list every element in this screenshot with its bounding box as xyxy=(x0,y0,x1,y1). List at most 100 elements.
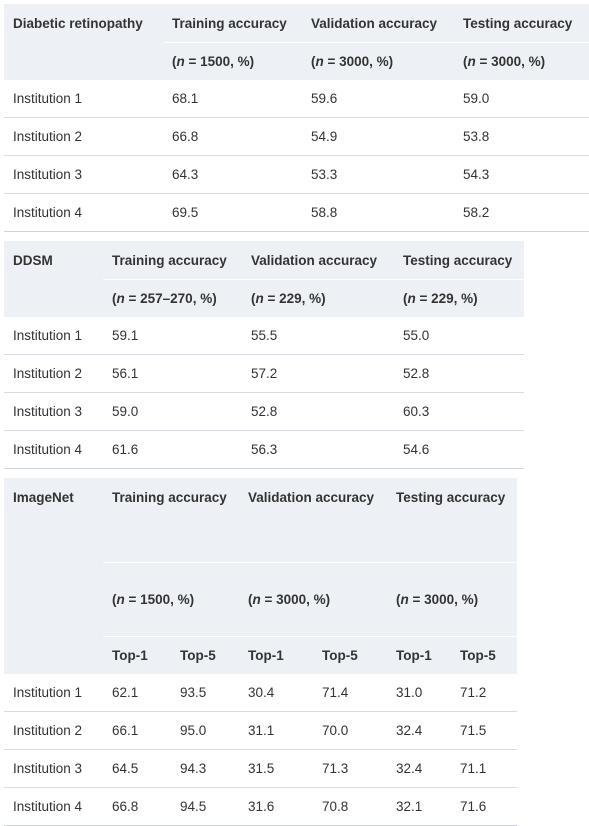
table-cell: 53.8 xyxy=(463,129,490,144)
column-subheader: (n = 229, %) xyxy=(394,279,524,317)
header-row: Diabetic retinopathy Training accuracy V… xyxy=(4,4,589,43)
header-row: DDSM Training accuracy Validation accura… xyxy=(4,241,524,280)
empty-cell xyxy=(4,636,103,674)
column-subheader: (n = 3000, %) xyxy=(387,562,517,637)
table-row: Institution 3 64.5 94.3 31.5 71.3 32.4 7… xyxy=(4,750,517,788)
column-header: Testing accuracy xyxy=(387,478,517,563)
table-cell: 31.0 xyxy=(396,685,423,700)
column-header: Testing accuracy xyxy=(394,241,524,280)
imagenet-table: ImageNet Training accuracy Validation ac… xyxy=(4,478,517,826)
table-cell: 56.1 xyxy=(112,366,139,381)
table-cell: 94.3 xyxy=(180,761,207,776)
topk-header: Top-1 xyxy=(239,636,313,674)
table-cell: 62.1 xyxy=(112,685,139,700)
table-cell: 59.0 xyxy=(112,404,139,419)
column-header: Validation accuracy xyxy=(302,4,454,43)
row-label: Institution 2 xyxy=(13,723,83,738)
table-cell: 59.0 xyxy=(463,91,490,106)
table-row: Institution 2 66.8 54.9 53.8 xyxy=(4,118,589,156)
column-subheader: (n = 1500, %) xyxy=(163,42,302,80)
table-cell: 66.8 xyxy=(112,799,139,814)
table-cell: 68.1 xyxy=(172,91,199,106)
table-cell: 93.5 xyxy=(180,685,207,700)
table-cell: 59.6 xyxy=(311,91,338,106)
table-cell: 71.5 xyxy=(460,723,487,738)
table-cell: 54.6 xyxy=(403,442,430,457)
empty-cell xyxy=(4,279,103,317)
table-cell: 58.2 xyxy=(463,205,490,220)
subheader-row: (n = 1500, %) (n = 3000, %) (n = 3000, %… xyxy=(4,562,517,637)
table-cell: 70.8 xyxy=(322,799,349,814)
row-label: Institution 3 xyxy=(13,167,83,182)
table-cell: 32.4 xyxy=(396,723,423,738)
table-cell: 55.0 xyxy=(403,328,430,343)
row-label: Institution 2 xyxy=(13,366,83,381)
header-row: ImageNet Training accuracy Validation ac… xyxy=(4,478,517,563)
table-cell: 64.5 xyxy=(112,761,139,776)
table-cell: 71.6 xyxy=(460,799,487,814)
table-cell: 70.0 xyxy=(322,723,349,738)
column-subheader: (n = 3000, %) xyxy=(302,42,454,80)
column-subheader: (n = 1500, %) xyxy=(103,562,239,637)
table-cell: 95.0 xyxy=(180,723,207,738)
table-cell: 71.2 xyxy=(460,685,487,700)
table-cell: 31.5 xyxy=(248,761,275,776)
diabetic-retinopathy-table: Diabetic retinopathy Training accuracy V… xyxy=(4,4,589,232)
table-cell: 56.3 xyxy=(251,442,278,457)
table-cell: 59.1 xyxy=(112,328,139,343)
table-row: Institution 3 64.3 53.3 54.3 xyxy=(4,156,589,194)
table-row: Institution 4 66.8 94.5 31.6 70.8 32.1 7… xyxy=(4,788,517,826)
table-cell: 54.3 xyxy=(463,167,490,182)
empty-cell xyxy=(4,562,103,637)
column-header: Validation accuracy xyxy=(239,478,387,563)
column-header: Training accuracy xyxy=(103,241,242,280)
topk-header: Top-1 xyxy=(103,636,171,674)
topk-header: Top-5 xyxy=(313,636,387,674)
row-label: Institution 1 xyxy=(13,91,83,106)
topk-header: Top-5 xyxy=(171,636,239,674)
column-header: Testing accuracy xyxy=(454,4,589,43)
dataset-label: DDSM xyxy=(4,241,103,280)
table-cell: 94.5 xyxy=(180,799,207,814)
table-row: Institution 3 59.0 52.8 60.3 xyxy=(4,393,524,431)
table-cell: 71.1 xyxy=(460,761,487,776)
column-subheader: (n = 229, %) xyxy=(242,279,394,317)
subheader-row: (n = 257–270, %) (n = 229, %) (n = 229, … xyxy=(4,279,524,317)
table-cell: 57.2 xyxy=(251,366,278,381)
column-header: Validation accuracy xyxy=(242,241,394,280)
ddsm-table: DDSM Training accuracy Validation accura… xyxy=(4,241,524,469)
row-label: Institution 3 xyxy=(13,404,83,419)
topk-header-row: Top-1 Top-5 Top-1 Top-5 Top-1 Top-5 xyxy=(4,636,517,674)
column-subheader: (n = 3000, %) xyxy=(454,42,589,80)
table-cell: 52.8 xyxy=(251,404,278,419)
row-label: Institution 1 xyxy=(13,328,83,343)
row-label: Institution 4 xyxy=(13,799,83,814)
table-cell: 55.5 xyxy=(251,328,278,343)
table-row: Institution 2 66.1 95.0 31.1 70.0 32.4 7… xyxy=(4,712,517,750)
row-label: Institution 2 xyxy=(13,129,83,144)
table-cell: 54.9 xyxy=(311,129,338,144)
row-label: Institution 4 xyxy=(13,205,83,220)
table-cell: 66.1 xyxy=(112,723,139,738)
topk-header: Top-5 xyxy=(451,636,517,674)
table-row: Institution 2 56.1 57.2 52.8 xyxy=(4,355,524,393)
table-cell: 31.6 xyxy=(248,799,275,814)
column-subheader: (n = 257–270, %) xyxy=(103,279,242,317)
table-cell: 52.8 xyxy=(403,366,430,381)
table-cell: 64.3 xyxy=(172,167,199,182)
table-cell: 71.3 xyxy=(322,761,349,776)
table-cell: 69.5 xyxy=(172,205,199,220)
table-row: Institution 1 62.1 93.5 30.4 71.4 31.0 7… xyxy=(4,674,517,712)
table-cell: 32.4 xyxy=(396,761,423,776)
row-label: Institution 4 xyxy=(13,442,83,457)
topk-header: Top-1 xyxy=(387,636,451,674)
table-cell: 30.4 xyxy=(248,685,275,700)
table-cell: 32.1 xyxy=(396,799,423,814)
table-cell: 60.3 xyxy=(403,404,430,419)
row-label: Institution 3 xyxy=(13,761,83,776)
table-cell: 61.6 xyxy=(112,442,139,457)
column-header: Training accuracy xyxy=(103,478,239,563)
table-cell: 66.8 xyxy=(172,129,199,144)
dataset-label: ImageNet xyxy=(4,478,103,563)
table-cell: 31.1 xyxy=(248,723,275,738)
